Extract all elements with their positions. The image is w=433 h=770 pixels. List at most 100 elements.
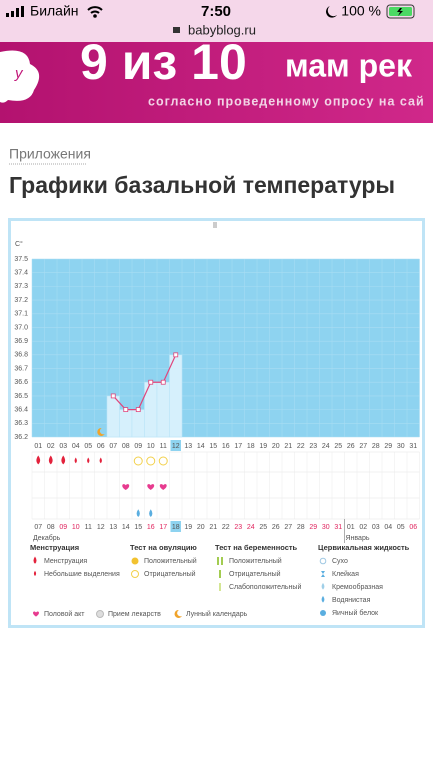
y-tick-label: 37.0 bbox=[14, 324, 28, 331]
date-label: 12 bbox=[97, 524, 105, 531]
temperature-point bbox=[135, 407, 141, 413]
y-tick-label: 36.5 bbox=[14, 393, 28, 400]
legend-group-title: Тест на беременность bbox=[215, 543, 298, 552]
menstruation-light bbox=[99, 457, 102, 464]
x-tick-label: 03 bbox=[59, 443, 67, 450]
y-tick-label: 37.5 bbox=[14, 256, 28, 263]
legend-item: Положительный bbox=[144, 557, 197, 565]
x-tick-label: 06 bbox=[97, 443, 105, 450]
ad-banner[interactable] bbox=[0, 42, 433, 123]
intercourse bbox=[122, 484, 130, 490]
temperature-column bbox=[106, 395, 120, 438]
carrier: Билайн bbox=[30, 3, 79, 19]
y-tick-label: 36.4 bbox=[14, 406, 28, 413]
legend-item: Яичный белок bbox=[332, 609, 379, 617]
legend-icon bbox=[321, 595, 325, 603]
x-tick-label: 13 bbox=[184, 443, 192, 450]
legend-icon bbox=[217, 557, 223, 565]
banner-subtitle: согласно проведенному опросу на сай bbox=[148, 94, 425, 108]
legend-item: Сухо bbox=[332, 558, 348, 565]
legend-item: Водянистая bbox=[332, 597, 371, 604]
page-title: Графики базальной температуры bbox=[9, 172, 395, 198]
chart: 36.2 36.3 36.4 36.5 36.6 36.7 36.8 36.9 37.0 37.1… bbox=[14, 256, 420, 618]
url: babyblog.ru bbox=[188, 22, 256, 37]
x-tick-label: 30 bbox=[397, 443, 405, 450]
cervical-watery bbox=[136, 509, 140, 517]
x-tick-label: 23 bbox=[309, 443, 317, 450]
y-tick-label: 36.9 bbox=[14, 338, 28, 345]
date-label: 09 bbox=[59, 524, 67, 531]
legend-group-title: Цервикальная жидкость bbox=[318, 543, 410, 552]
y-tick-label: 37.3 bbox=[14, 283, 28, 290]
x-tick-label: 19 bbox=[259, 443, 267, 450]
temperature-column bbox=[131, 409, 145, 438]
temperature-column bbox=[119, 409, 133, 438]
legend-item: Кремообразная bbox=[332, 583, 383, 591]
y-tick-label: 36.7 bbox=[14, 365, 28, 372]
x-tick-label: 18 bbox=[247, 443, 255, 450]
date-label: 18 bbox=[172, 524, 180, 531]
lock-icon bbox=[173, 27, 180, 33]
legend-item: Слабоположительный bbox=[229, 583, 301, 591]
legend-item: Отрицательный bbox=[229, 570, 281, 578]
menstruation-heavy bbox=[36, 455, 41, 465]
legend-icon bbox=[131, 570, 139, 578]
legend-extra: Половой акт bbox=[44, 610, 85, 618]
date-label: 16 bbox=[147, 524, 155, 531]
x-tick-label: 15 bbox=[209, 443, 217, 450]
menstruation-heavy bbox=[61, 455, 66, 465]
date-label: 02 bbox=[359, 524, 367, 531]
cervical-watery bbox=[149, 509, 153, 517]
date-label: 21 bbox=[209, 524, 217, 531]
intercourse bbox=[147, 484, 155, 490]
menstruation-light bbox=[74, 457, 77, 464]
day-highlight bbox=[170, 440, 181, 451]
date-label: 22 bbox=[222, 524, 230, 531]
temperature-point bbox=[110, 393, 116, 399]
x-tick-label: 08 bbox=[122, 443, 130, 450]
date-label: 03 bbox=[372, 524, 380, 531]
x-tick-label: 24 bbox=[322, 443, 330, 450]
banner-cloud bbox=[0, 50, 40, 103]
ovulation-negative bbox=[158, 456, 168, 466]
x-tick-label: 22 bbox=[297, 443, 305, 450]
legend-icon bbox=[320, 610, 326, 616]
legend-icon bbox=[33, 570, 37, 576]
banner-logo: y bbox=[14, 65, 24, 82]
date-label: 08 bbox=[47, 524, 55, 531]
legend-group-title: Тест на овуляцию bbox=[130, 543, 197, 552]
legend-icon bbox=[319, 557, 327, 565]
x-tick-label: 07 bbox=[109, 443, 117, 450]
ovulation-negative bbox=[146, 456, 156, 466]
date-label: 17 bbox=[159, 524, 167, 531]
y-unit: C° bbox=[15, 240, 23, 248]
legend-item: Клейкая bbox=[332, 570, 359, 578]
date-label: 19 bbox=[184, 524, 192, 531]
y-tick-label: 37.2 bbox=[14, 297, 28, 304]
legend-extra: Прием лекарств bbox=[108, 611, 161, 618]
x-tick-label: 25 bbox=[334, 443, 342, 450]
temperature-point bbox=[123, 407, 129, 413]
y-tick-label: 37.4 bbox=[14, 270, 28, 277]
date-label: 26 bbox=[272, 524, 280, 531]
banner-headline-text: мам рек bbox=[285, 47, 413, 83]
date-label: 04 bbox=[384, 524, 392, 531]
y-tick-label: 37.1 bbox=[14, 311, 28, 318]
plot-area bbox=[32, 259, 420, 437]
x-tick-label: 27 bbox=[359, 443, 367, 450]
x-tick-label: 02 bbox=[47, 443, 55, 450]
breadcrumb[interactable]: Приложения bbox=[9, 146, 91, 162]
date-label: 05 bbox=[397, 524, 405, 531]
date-label: 01 bbox=[347, 524, 355, 531]
x-tick-label: 28 bbox=[372, 443, 380, 450]
legend-icon bbox=[131, 557, 139, 565]
date-label: 06 bbox=[409, 524, 417, 531]
menstruation-light bbox=[87, 457, 90, 464]
y-tick-label: 36.8 bbox=[14, 352, 28, 359]
banner-headline-number: 9 из 10 bbox=[80, 34, 247, 90]
battery-level: 100 % bbox=[341, 3, 381, 19]
clock: 7:50 bbox=[201, 3, 231, 20]
date-label: 07 bbox=[34, 524, 42, 531]
